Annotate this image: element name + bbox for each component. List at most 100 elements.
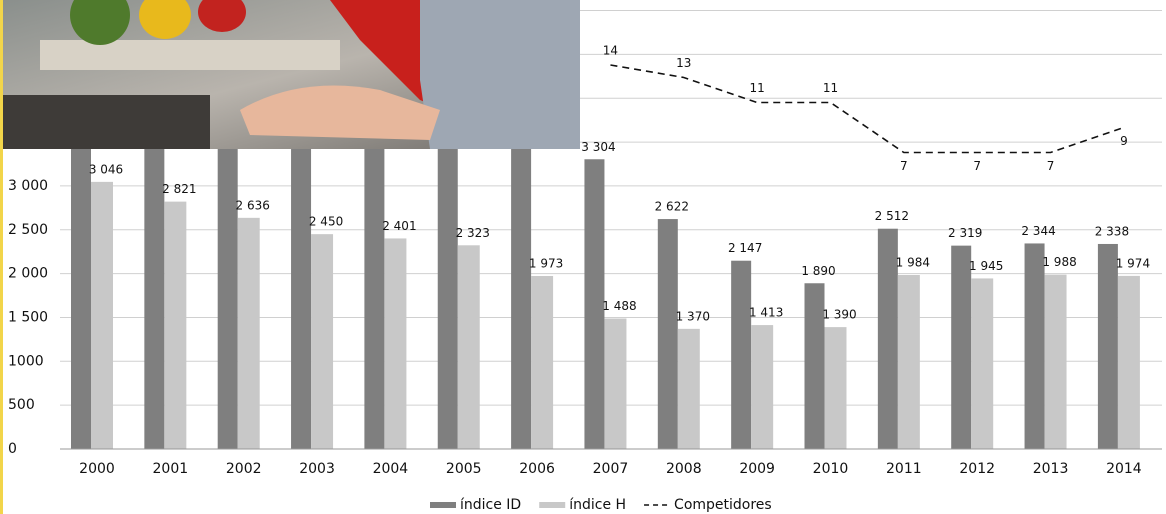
legend-label: índice H (569, 497, 626, 513)
bar-value-label: 1 413 (749, 306, 783, 320)
bar (217, 142, 238, 449)
bar (144, 142, 165, 449)
x-tick-label: 2010 (813, 461, 849, 477)
bar (731, 260, 752, 449)
bar-value-label: 2 622 (655, 200, 689, 214)
y-tick-label: 0 (8, 441, 17, 457)
y-tick-label: 500 (8, 397, 35, 413)
bar (1024, 243, 1045, 449)
line-value-label: 7 (900, 159, 908, 173)
bar (437, 142, 458, 449)
line-value-label: 13 (676, 56, 691, 70)
bar (164, 201, 187, 449)
bar (291, 142, 312, 449)
line-value-label: 11 (823, 81, 838, 95)
plot: 0 500 1000 1 500 2 000 2 500 3 000 2000 2001 2002… (8, 10, 1162, 513)
legend-swatch (539, 502, 566, 508)
x-tick-label: 2005 (446, 461, 482, 477)
legend-swatch (430, 502, 456, 508)
photo-counter (0, 95, 210, 149)
legend-label: Competidores (674, 497, 772, 513)
bar-value-label: 2 512 (875, 209, 909, 223)
bar (897, 275, 920, 449)
photo (0, 0, 580, 149)
y-tick-label: 3 000 (8, 178, 48, 194)
bar (877, 228, 898, 449)
x-tick-label: 2001 (153, 461, 189, 477)
bar-value-label: 1 984 (896, 256, 930, 270)
bar-value-label: 1 370 (676, 309, 710, 323)
bar-value-label: 2 401 (382, 219, 416, 233)
bar (511, 142, 532, 449)
bar-value-label: 1 973 (529, 256, 563, 270)
x-tick-label: 2013 (1033, 461, 1069, 477)
x-tick-label: 2012 (959, 461, 995, 477)
bar-value-label: 3 046 (89, 162, 123, 176)
bar (384, 238, 407, 449)
y-tick-label: 2 500 (8, 222, 48, 238)
x-tick-label: 2004 (373, 461, 409, 477)
bar (457, 245, 480, 449)
bar (237, 217, 260, 449)
line (610, 64, 1125, 154)
bar-value-label: 2 450 (309, 215, 343, 229)
photo-broccoli (70, 0, 130, 45)
bar-value-label: 2 344 (1021, 224, 1055, 238)
bar-value-label: 1 988 (1042, 255, 1076, 269)
x-tick-label: 2002 (226, 461, 262, 477)
y-tick-label: 1 500 (8, 309, 48, 325)
bar (311, 234, 334, 449)
bar (531, 275, 554, 449)
bar-value-label: 2 319 (948, 226, 982, 240)
line-value-label: 11 (750, 81, 765, 95)
bar-value-label: 2 147 (728, 241, 762, 255)
bar (584, 159, 605, 449)
legend: índice ID índice H Competidores (430, 497, 772, 513)
y-tick-label: 2 000 (8, 266, 48, 282)
legend-label: índice ID (460, 497, 521, 513)
bar (677, 328, 700, 449)
x-tick-label: 2000 (79, 461, 115, 477)
bar (91, 181, 113, 450)
bar (951, 245, 972, 449)
line-value-label: 7 (973, 159, 981, 173)
line-value-label: 7 (1047, 159, 1055, 173)
bar (971, 278, 994, 449)
bar-value-label: 3 304 (581, 140, 615, 154)
bar (364, 142, 385, 449)
photo-pepper-yellow (139, 0, 191, 39)
bar (804, 283, 825, 449)
bar (71, 142, 91, 449)
bar-value-label: 1 890 (801, 264, 835, 278)
bar (1117, 275, 1140, 449)
bar-value-label: 1 945 (969, 259, 1003, 273)
bar (657, 219, 678, 449)
bar-value-label: 1 488 (602, 299, 636, 313)
bar (1097, 243, 1118, 449)
bar (1044, 274, 1067, 449)
photo-board (40, 40, 340, 70)
line-value-label: 9 (1120, 134, 1128, 148)
bar (824, 327, 847, 449)
bar-value-label: 2 323 (456, 226, 490, 240)
bar-value-label: 1 974 (1116, 256, 1150, 270)
x-tick-label: 2009 (739, 461, 775, 477)
bar (604, 318, 627, 449)
x-tick-label: 2006 (519, 461, 555, 477)
bar-value-label: 2 636 (236, 198, 270, 212)
x-tick-label: 2014 (1106, 461, 1142, 477)
bar-value-label: 1 390 (822, 308, 856, 322)
bar (751, 325, 774, 449)
photo-hand (240, 85, 440, 140)
y-tick-label: 1000 (8, 353, 44, 369)
x-tick-label: 2003 (299, 461, 335, 477)
x-tick-label: 2011 (886, 461, 922, 477)
photo-pepper-red (198, 0, 246, 32)
bar-value-label: 2 338 (1095, 224, 1129, 238)
x-tick-label: 2008 (666, 461, 702, 477)
photo-shirt (420, 0, 580, 149)
bar-value-label: 2 821 (162, 182, 196, 196)
x-tick-label: 2007 (593, 461, 629, 477)
line-value-label: 14 (603, 44, 618, 58)
